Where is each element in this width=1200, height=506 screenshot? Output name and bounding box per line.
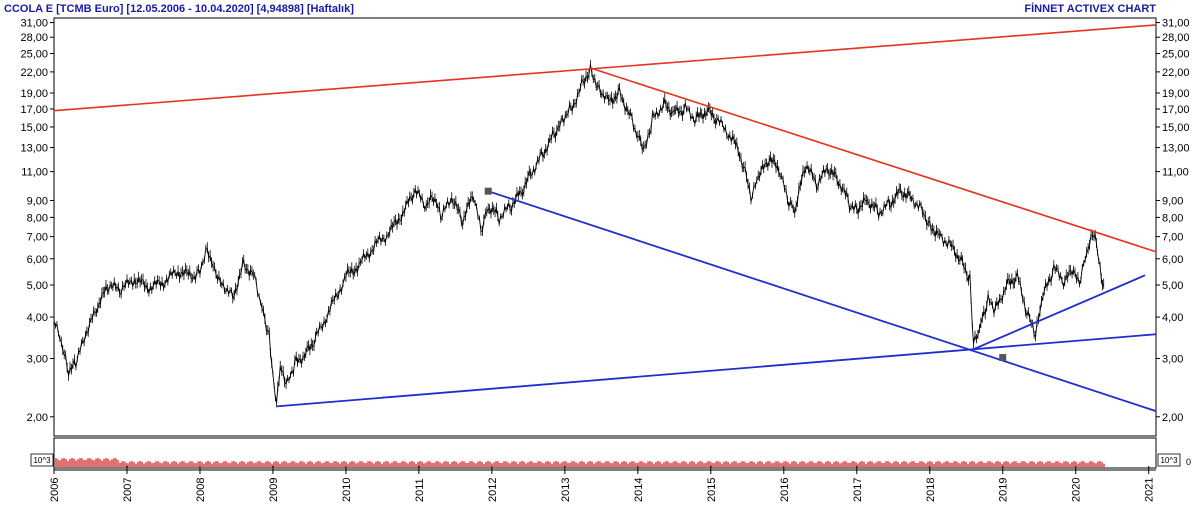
chart-title: CCOLA E [TCMB Euro] [12.05.2006 - 10.04.… — [4, 3, 354, 15]
y-tick-label-right: 25,00 — [1162, 49, 1190, 61]
x-tick-label: 2007 — [122, 478, 134, 502]
x-tick-label: 2015 — [706, 478, 718, 502]
plot-frame — [53, 17, 1157, 437]
y-tick-label-left: 5,00 — [27, 280, 48, 292]
y-tick-label-right: 28,00 — [1162, 32, 1190, 44]
x-tick-label: 2017 — [852, 478, 864, 502]
trendline-handles[interactable] — [484, 187, 1007, 362]
trendlines — [53, 24, 1157, 413]
x-tick-label: 2009 — [268, 478, 280, 502]
y-tick-label-right: 2,00 — [1162, 412, 1183, 424]
x-tick-label: 2006 — [49, 478, 61, 502]
y-tick-label-left: 28,00 — [20, 32, 48, 44]
y-tick-label-left: 13,00 — [20, 143, 48, 155]
support-trendline — [276, 333, 1157, 408]
y-tick-label-left: 2,00 — [27, 412, 48, 424]
y-tick-label-right: 11,00 — [1162, 167, 1189, 179]
volume-panel-frame — [53, 437, 1157, 469]
x-tick-label: 2010 — [341, 478, 353, 502]
y-tick-label-right: 13,00 — [1162, 143, 1190, 155]
brand-label: FİNNET ACTIVEX CHART — [1024, 2, 1156, 15]
volume-unit-left: 10^3 — [33, 456, 51, 465]
resistance-trendline — [590, 67, 1157, 253]
trendline-handle[interactable] — [999, 354, 1007, 362]
x-tick-label: 2016 — [779, 478, 791, 502]
y-tick-label-left: 22,00 — [20, 67, 48, 79]
y-tick-label-left: 3,00 — [27, 353, 48, 365]
volume-unit-box-left — [30, 453, 54, 467]
support-trendline — [487, 190, 1157, 413]
x-tick-label: 2018 — [925, 478, 937, 502]
x-tick-label: 2012 — [487, 478, 499, 502]
price-line — [53, 64, 1105, 404]
price-series — [53, 60, 1105, 408]
volume-unit-right: 10^3 — [1160, 456, 1178, 465]
y-tick-label-left: 25,00 — [20, 49, 48, 61]
y-tick-label-right: 6,00 — [1162, 254, 1183, 266]
y-tick-label-right: 31,00 — [1162, 18, 1190, 30]
y-tick-label-left: 6,00 — [27, 254, 48, 266]
x-tick-label: 2019 — [998, 478, 1010, 502]
y-tick-label-left: 15,00 — [20, 122, 48, 134]
y-tick-label-right: 22,00 — [1162, 67, 1190, 79]
y-tick-label-left: 17,00 — [20, 104, 48, 116]
y-tick-label-right: 7,00 — [1162, 232, 1183, 244]
y-tick-label-right: 19,00 — [1162, 88, 1190, 100]
x-tick-label: 2011 — [414, 478, 426, 502]
x-axis: 2006 2007 2008 2009 2010 2011 2012 2013 2014 2015… — [49, 466, 1156, 502]
y-tick-label-right: 4,00 — [1162, 312, 1183, 324]
x-tick-label: 2014 — [633, 478, 645, 502]
x-tick-label: 2008 — [195, 478, 207, 502]
volume-unit-box-right — [1157, 453, 1181, 467]
y-tick-label-right: 17,00 — [1162, 104, 1190, 116]
y-axis-right: 31,00 28,00 25,00 22,00 19,00 17,00 15,00 13,00… — [1156, 18, 1190, 424]
trendline-handle[interactable] — [484, 187, 492, 195]
y-tick-label-left: 8,00 — [27, 212, 48, 224]
x-tick-label: 2020 — [1071, 478, 1083, 502]
y-tick-label-left: 31,00 — [20, 18, 48, 30]
y-tick-label-right: 9,00 — [1162, 195, 1183, 207]
y-tick-label-left: 11,00 — [21, 167, 48, 179]
y-tick-label-right: 3,00 — [1162, 353, 1183, 365]
support-trendline — [973, 274, 1146, 351]
y-axis-left: 31,00 28,00 25,00 22,00 19,00 17,00 15,00 13,00… — [20, 18, 54, 424]
y-tick-label-left: 7,00 — [27, 232, 48, 244]
y-tick-label-right: 5,00 — [1162, 280, 1183, 292]
x-tick-label: 2013 — [560, 478, 572, 502]
volume-bars — [55, 458, 1105, 467]
resistance-trendline — [53, 24, 1157, 112]
y-tick-label-left: 9,00 — [27, 195, 48, 207]
y-tick-label-right: 15,00 — [1162, 122, 1190, 134]
y-tick-label-left: 19,00 — [20, 88, 48, 100]
volume-zero-label: 0 — [1186, 457, 1191, 467]
y-tick-label-left: 4,00 — [27, 312, 48, 324]
y-tick-label-right: 8,00 — [1162, 212, 1183, 224]
x-tick-label: 2021 — [1144, 478, 1156, 502]
